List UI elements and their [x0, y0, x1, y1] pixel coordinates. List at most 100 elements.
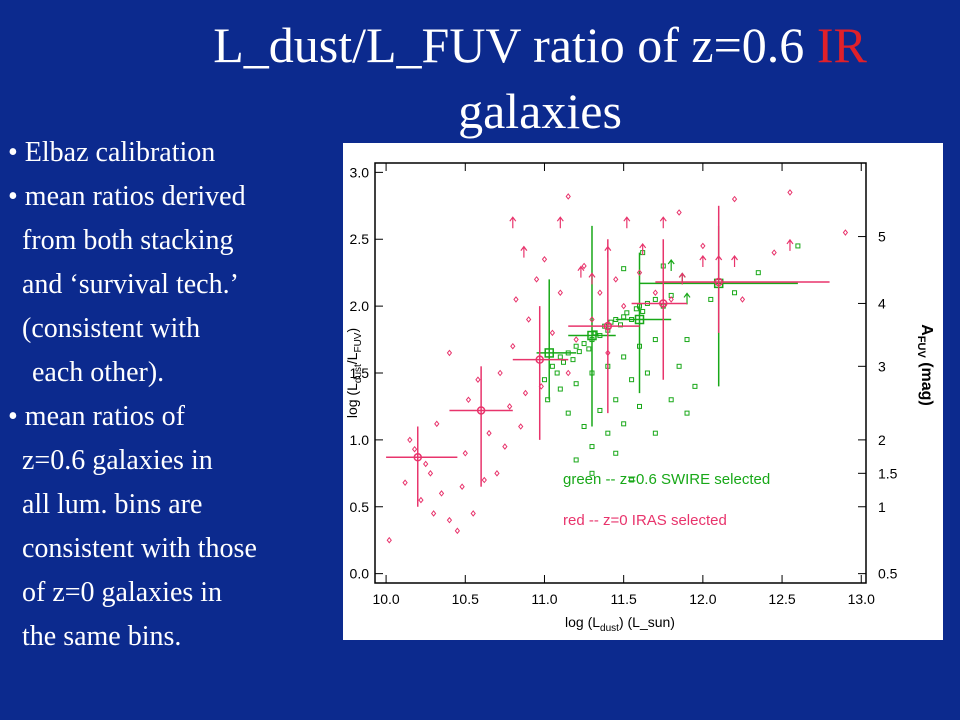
point [430, 510, 437, 517]
bullet-line: all lum. bins are [22, 489, 202, 520]
point [795, 243, 801, 249]
y-tick-label: 0.0 [350, 566, 370, 582]
point [613, 276, 619, 283]
point [597, 289, 603, 297]
lower-limit-arrow [509, 216, 517, 229]
point [465, 396, 472, 404]
point [573, 336, 579, 343]
x-label-tail: ) (L_sun) [619, 614, 675, 630]
point [454, 527, 461, 535]
bullet-list: • Elbaz calibration • mean ratios derived… [8, 137, 257, 652]
bullet-line: • mean ratios of [8, 401, 186, 432]
bullet-line: • Elbaz calibration [8, 137, 215, 168]
point [621, 354, 627, 360]
lower-limit-arrow [731, 254, 739, 267]
bullet-line: from both stacking [22, 225, 234, 256]
point [541, 377, 547, 383]
point [621, 302, 627, 310]
mean-point [476, 406, 486, 415]
lower-limit-arrow [786, 238, 794, 251]
lower-limit-arrow [667, 258, 675, 271]
y-label-mid: /L [344, 352, 360, 364]
point [557, 386, 563, 392]
y-label-text: log (L [344, 383, 360, 418]
point [446, 349, 453, 357]
point [755, 270, 761, 276]
x-label-text: log (L [565, 614, 600, 630]
point [652, 296, 658, 302]
point [475, 376, 481, 383]
lower-limit-arrow [639, 242, 647, 255]
y2-tick-label: 2 [878, 432, 886, 448]
y-axis-label: log (Ldust/LFUV) [344, 328, 364, 418]
point [637, 403, 643, 409]
y2-tick-label: 1 [878, 499, 886, 515]
bullet-line: consistent with those [22, 533, 257, 564]
point [589, 470, 595, 476]
bullet-line: z=0.6 galaxies in [22, 445, 213, 476]
bullet-line: • mean ratios derived [8, 181, 246, 212]
y2-label-sub: FUV [915, 336, 927, 359]
lower-limit-arrow [520, 245, 528, 258]
point [459, 483, 465, 490]
point [565, 410, 571, 416]
point [589, 316, 595, 323]
x-tick-label: 11.5 [611, 591, 637, 607]
y-tick-label: 2.0 [350, 298, 370, 314]
point [589, 444, 595, 450]
point [402, 479, 408, 486]
point [708, 296, 714, 302]
point [613, 397, 619, 403]
point [692, 383, 698, 389]
x-tick-label: 10.5 [452, 591, 479, 607]
mean-point [634, 314, 645, 325]
point [581, 424, 587, 430]
plot-background [343, 143, 943, 640]
point [549, 363, 555, 369]
point [629, 477, 635, 483]
lower-limit-arrow [699, 254, 707, 267]
point [497, 369, 503, 377]
point [842, 229, 849, 236]
x-label-sub: dust [600, 623, 619, 634]
point [554, 370, 560, 376]
x-tick-label: 12.0 [689, 591, 716, 607]
mean-point [535, 355, 544, 364]
bullet-line: of z=0 galaxies in [22, 577, 222, 608]
point [576, 349, 582, 355]
bullet-line: (consistent with [22, 313, 200, 344]
point [418, 496, 424, 504]
point [446, 516, 453, 524]
point [573, 343, 579, 349]
x-tick-label: 11.0 [531, 591, 557, 607]
point [581, 341, 587, 347]
point [522, 389, 529, 397]
point [470, 510, 476, 517]
legend-entry: green -- z=0.6 SWIRE selected [563, 471, 770, 488]
point [570, 357, 576, 363]
point [386, 536, 392, 544]
bullet-line: and ‘survival tech.’ [22, 269, 239, 300]
point [510, 342, 516, 350]
point [573, 457, 579, 463]
point [636, 269, 643, 276]
slide-title: L_dust/L_FUV ratio of z=0.6 IR [213, 17, 867, 73]
point [586, 346, 592, 352]
y2-tick-label: 5 [878, 229, 886, 245]
point [652, 289, 658, 297]
point [533, 276, 540, 283]
point [676, 209, 682, 216]
point [624, 310, 630, 316]
legend-entry: red -- z=0 IRAS selected [563, 512, 727, 529]
bullet-line: the same bins. [22, 621, 181, 652]
point [652, 430, 658, 436]
y2-label-text: A [918, 324, 935, 336]
point [481, 476, 487, 484]
point [518, 423, 524, 430]
point [407, 436, 413, 444]
title-highlight: IR [817, 17, 868, 73]
point [605, 430, 611, 436]
x-tick-label: 13.0 [848, 591, 875, 607]
point [684, 337, 690, 343]
